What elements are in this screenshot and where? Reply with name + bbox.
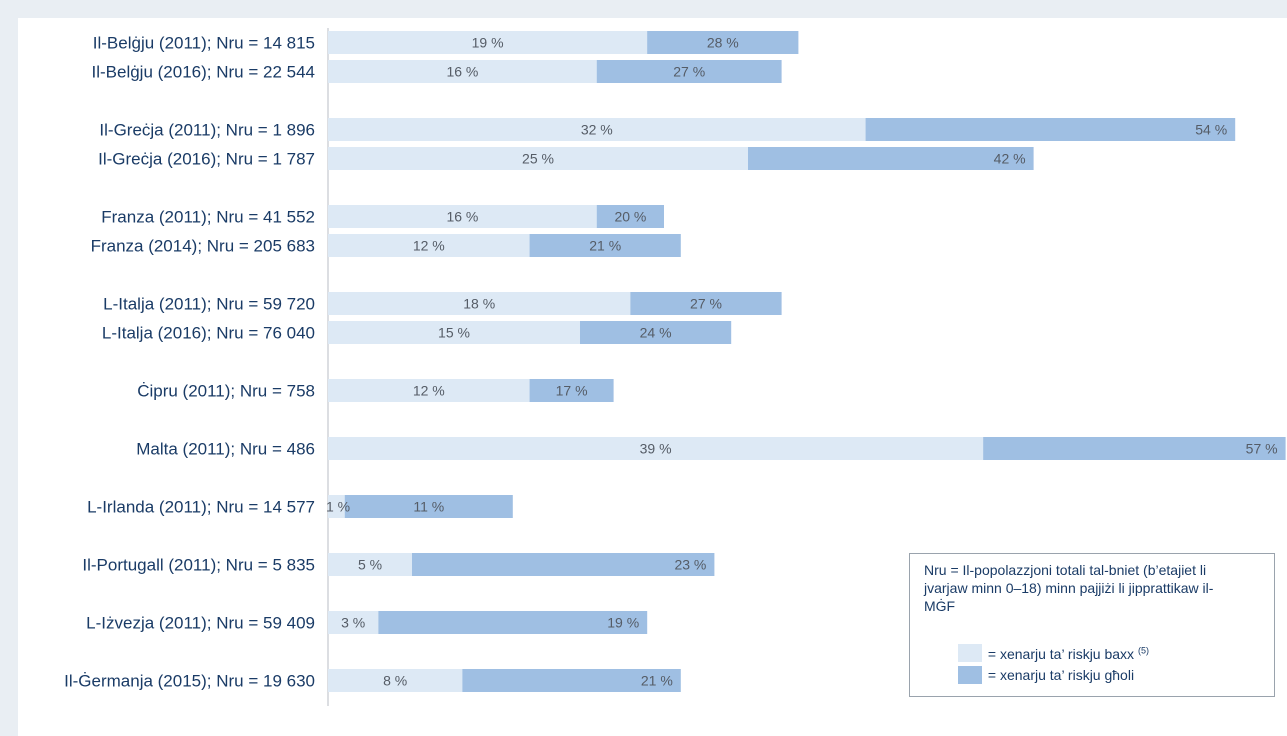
category-label: Il-Greċja (2011); Nru = 1 896 [99,121,315,140]
category-label: Il-Belġju (2016); Nru = 22 544 [92,63,316,82]
value-label-high-risk: 27 % [690,296,722,312]
value-label-high-risk: 19 % [607,615,639,631]
legend-note: Nru = Il-popolazzjoni totali tal-bniet (… [924,562,1214,614]
value-label-low-risk: 19 % [472,35,504,51]
value-label-low-risk: 5 % [358,557,382,573]
value-label-high-risk: 54 % [1195,122,1227,138]
bar-low-risk [328,118,866,141]
category-label: L-Irlanda (2011); Nru = 14 577 [87,498,315,517]
value-label-high-risk: 57 % [1246,441,1278,457]
category-label: Franza (2011); Nru = 41 552 [101,208,315,227]
value-label-high-risk: 24 % [640,325,672,341]
bar-low-risk [328,669,463,692]
category-label: L-Iżvezja (2011); Nru = 59 409 [86,614,315,633]
legend-item-low-risk: = xenarju ta’ riskju baxx (5) [958,644,1149,663]
bar-low-risk [328,553,412,576]
bar-low-risk [328,205,597,228]
bar-low-risk [328,611,379,634]
bar-low-risk [328,31,648,54]
legend-swatch-high-risk [958,666,982,685]
bar-high-risk [328,553,715,576]
bar-low-risk [328,60,597,83]
category-label: Ċipru (2011); Nru = 758 [137,381,315,401]
legend-label-high-risk: = xenarju ta’ riskju għoli [987,667,1135,684]
bar-high-risk [328,611,648,634]
category-label: Malta (2011); Nru = 486 [136,440,315,459]
value-label-low-risk: 18 % [463,296,495,312]
category-label: L-Italja (2016); Nru = 76 040 [102,324,315,343]
bar-low-risk [328,379,530,402]
value-label-low-risk: 12 % [413,238,445,254]
value-label-high-risk: 11 % [413,499,444,515]
category-label: Franza (2014); Nru = 205 683 [91,237,315,256]
legend-item-high-risk: = xenarju ta’ riskju għoli [958,666,1135,685]
category-label: Il-Portugall (2011); Nru = 5 835 [82,556,315,575]
value-label-high-risk: 17 % [556,383,588,399]
value-label-high-risk: 42 % [994,151,1026,167]
value-label-low-risk: 16 % [446,64,478,80]
legend: Nru = Il-popolazzjoni totali tal-bniet (… [909,553,1275,697]
value-label-high-risk: 21 % [641,673,673,689]
value-label-low-risk: 25 % [522,151,554,167]
legend-label-low-risk: = xenarju ta’ riskju baxx (5) [987,644,1149,662]
category-label: Il-Ġermanja (2015); Nru = 19 630 [64,671,315,691]
value-label-low-risk: 39 % [640,441,672,457]
bar-high-risk [328,495,513,518]
legend-swatch-low-risk [958,644,982,663]
value-label-low-risk: 32 % [581,122,613,138]
value-label-high-risk: 21 % [589,238,621,254]
bar-low-risk [328,321,580,344]
value-label-high-risk: 23 % [674,557,706,573]
value-label-high-risk: 28 % [707,35,739,51]
value-label-low-risk: 15 % [438,325,470,341]
category-label: Il-Greċja (2016); Nru = 1 787 [98,150,315,169]
value-label-low-risk: 16 % [446,209,478,225]
category-label: L-Italja (2011); Nru = 59 720 [103,295,315,314]
category-label: Il-Belġju (2011); Nru = 14 815 [93,34,315,53]
value-label-low-risk: 3 % [341,615,365,631]
value-label-low-risk: 12 % [413,383,445,399]
value-label-low-risk: 8 % [383,673,407,689]
bar-low-risk [328,147,748,170]
bar-low-risk [328,292,631,315]
value-label-high-risk: 20 % [614,209,646,225]
bar-low-risk [328,234,530,257]
bar-low-risk [328,495,345,518]
value-label-high-risk: 27 % [673,64,705,80]
value-label-low-risk: 1 % [326,499,350,515]
bar-low-risk [328,437,984,460]
